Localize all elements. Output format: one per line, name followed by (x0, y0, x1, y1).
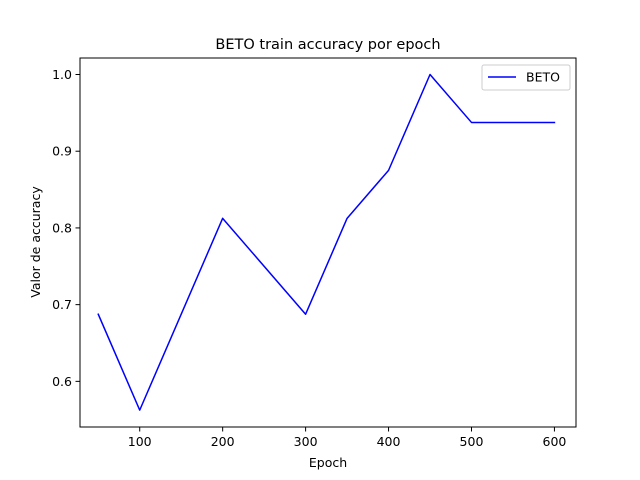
x-tick-label-200: 200 (211, 434, 235, 449)
axes-frame (79, 57, 577, 428)
series-layer (97, 73, 556, 411)
x-tick-label-500: 500 (460, 434, 484, 449)
y-tick-label-0.9: 0.9 (52, 144, 72, 159)
legend-label-beto: BETO (526, 70, 560, 85)
x-tick-label-300: 300 (294, 434, 318, 449)
y-tick-label-0.6: 0.6 (52, 374, 72, 389)
legend-box (481, 64, 571, 91)
y-axis-label: Valor de accuracy (28, 186, 43, 298)
x-tick-label-400: 400 (377, 434, 401, 449)
plot-area (79, 57, 577, 428)
x-axis-ticks: 100 200 300 400 500 600 (128, 427, 567, 449)
y-tick-label-0.7: 0.7 (52, 297, 72, 312)
legend: BETO (481, 64, 571, 91)
y-tick-label-0.8: 0.8 (52, 220, 72, 235)
x-tick-label-100: 100 (128, 434, 152, 449)
chart-title: BETO train accuracy por epoch (215, 37, 440, 53)
x-tick-label-600: 600 (543, 434, 567, 449)
x-axis-label: Epoch (309, 455, 347, 470)
y-axis-ticks: 0.6 0.7 0.8 0.9 1.0 (52, 67, 80, 389)
y-tick-label-1.0: 1.0 (52, 67, 72, 82)
series-line-beto (97, 73, 556, 411)
